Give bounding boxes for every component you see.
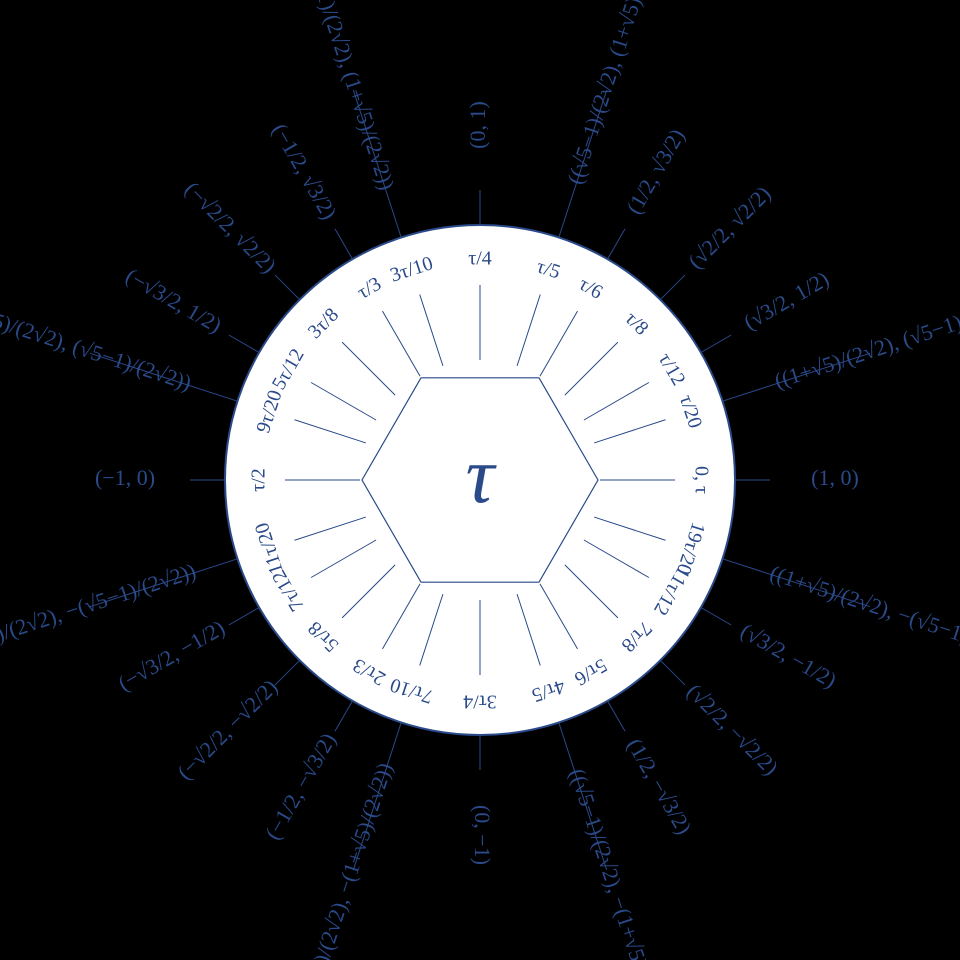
angle-label: 0, τ bbox=[690, 466, 712, 494]
coord-label: (0, −1) bbox=[470, 805, 495, 865]
coord-label: (−1/2, −√3/2) bbox=[260, 729, 341, 844]
outer-tick bbox=[701, 335, 731, 353]
outer-tick bbox=[701, 608, 731, 626]
outer-tick bbox=[335, 229, 353, 259]
coord-label: (−√2/2, −√2/2) bbox=[172, 674, 282, 784]
coord-label: (√3/2, 1/2) bbox=[739, 266, 833, 335]
outer-tick bbox=[275, 660, 300, 685]
coord-label: (−1, 0) bbox=[95, 465, 155, 490]
coord-label: (1/2, −√3/2) bbox=[622, 734, 697, 839]
coord-label: (√3/2, −1/2) bbox=[736, 618, 841, 693]
coord-label: (−√2/2, √2/2) bbox=[180, 177, 281, 278]
outer-tick bbox=[660, 660, 685, 685]
center-tau: τ bbox=[466, 432, 498, 520]
coord-label: (−√3/2, −1/2) bbox=[114, 615, 229, 696]
coord-label: (√2/2, √2/2) bbox=[683, 181, 776, 274]
outer-tick bbox=[275, 275, 300, 300]
coord-label: (−√3/2, 1/2) bbox=[121, 263, 226, 338]
outer-tick bbox=[335, 701, 353, 731]
tau-circle-diagram: 0, τ(1, 0)τ/20((1+√5)/(2√2), (√5−1)/(2√2… bbox=[0, 0, 960, 960]
coord-label: (1/2, √3/2) bbox=[621, 124, 690, 218]
outer-tick bbox=[229, 608, 259, 626]
outer-tick bbox=[660, 275, 685, 300]
coord-label: (1, 0) bbox=[811, 465, 859, 490]
angle-label: τ/2 bbox=[248, 468, 270, 492]
angle-label: τ/4 bbox=[468, 248, 492, 270]
coord-label: (0, 1) bbox=[465, 101, 490, 149]
outer-tick bbox=[229, 335, 259, 353]
coord-label: (−1/2, √3/2) bbox=[267, 119, 342, 224]
coord-label: (√2/2, −√2/2) bbox=[682, 679, 783, 780]
angle-label: 3τ/4 bbox=[463, 690, 497, 712]
outer-tick bbox=[608, 229, 626, 259]
outer-tick bbox=[608, 701, 626, 731]
